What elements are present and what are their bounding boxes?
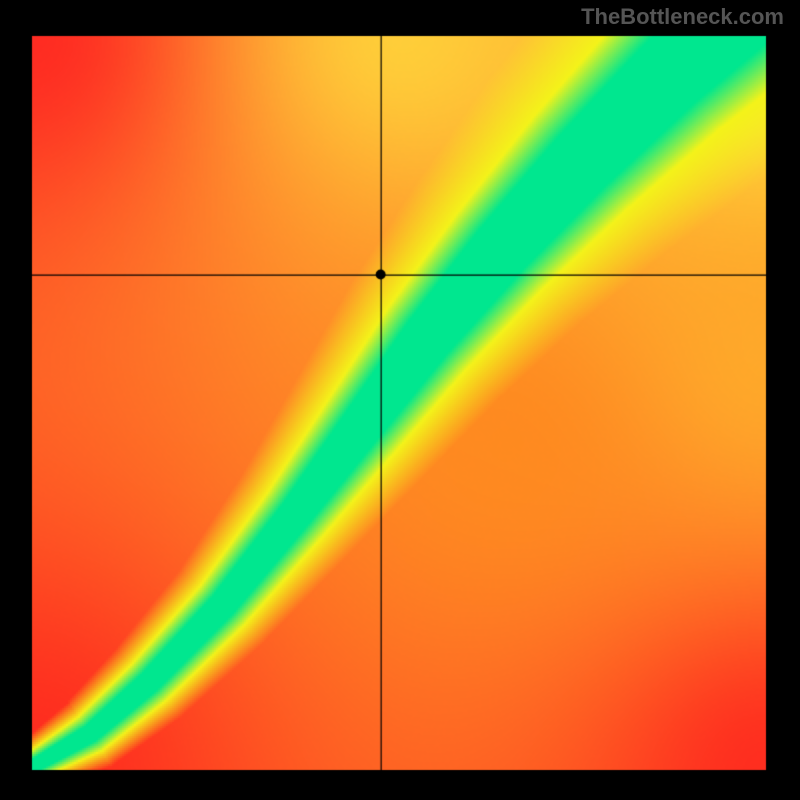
watermark-text: TheBottleneck.com <box>581 4 784 30</box>
chart-container: { "watermark": { "text": "TheBottleneck.… <box>0 0 800 800</box>
bottleneck-heatmap <box>0 0 800 800</box>
